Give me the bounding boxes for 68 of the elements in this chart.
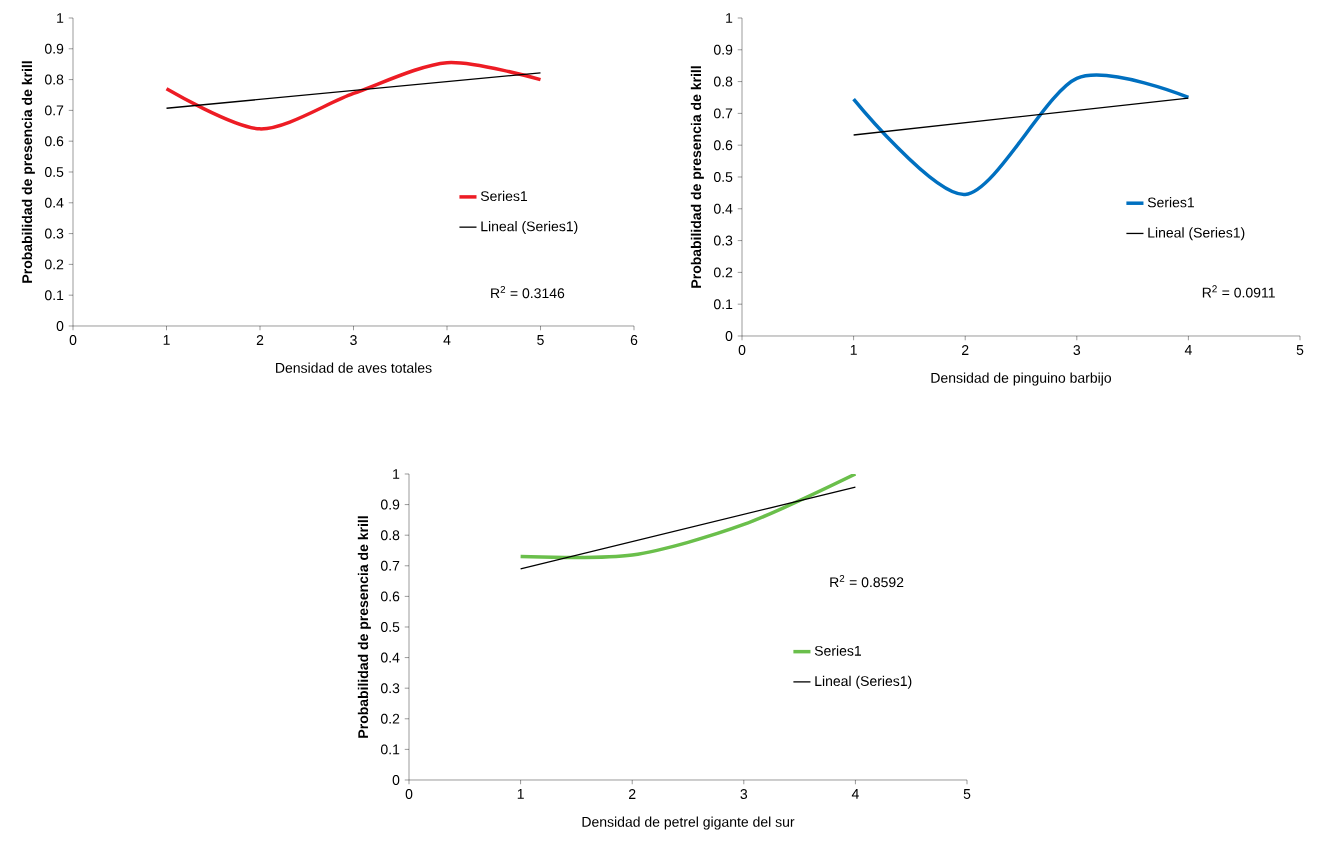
legend-label: Series1: [814, 645, 861, 656]
y-tick-label: 0.5: [713, 172, 733, 182]
y-tick-label: 0.9: [380, 499, 400, 510]
y-tick-label: 0.6: [713, 140, 733, 151]
x-tick-label: 0: [405, 789, 413, 800]
y-tick-label: 1: [57, 13, 64, 23]
x-tick-label: 4: [443, 335, 451, 345]
y-tick-label: 0.8: [380, 530, 400, 541]
x-tick-label: 1: [850, 345, 857, 355]
y-tick-label: 0.3: [713, 235, 733, 246]
x-tick-label: 3: [1073, 345, 1081, 356]
legend-label: Lineal (Series1): [1148, 227, 1245, 241]
y-tick-label: 0.6: [380, 591, 400, 602]
x-tick-label: 0: [738, 345, 746, 356]
y-tick-label: 0.8: [44, 74, 64, 85]
y-tick-label: 0.5: [44, 167, 64, 177]
annotation: R$^{2}$ = 0.0911: [1202, 285, 1275, 298]
x-tick-label: 4: [1184, 345, 1192, 355]
annotation: R$^{2}$ = 0.3146: [491, 286, 565, 299]
x-tick-label: 3: [350, 335, 357, 346]
y-tick-label: 0.2: [380, 713, 400, 724]
legend-label: Lineal (Series1): [481, 221, 578, 235]
legend-label: Lineal (Series1): [815, 675, 912, 689]
y-tick-label: 1: [393, 469, 400, 479]
x-tick-label: 3: [740, 789, 748, 800]
y-tick-label: 0.2: [713, 267, 733, 278]
legend-label: Series1: [480, 190, 528, 202]
x-tick-label: 0: [69, 335, 77, 346]
y-tick-label: 0.7: [713, 108, 733, 119]
x-tick-label: 2: [629, 789, 636, 799]
y-tick-label: 0.4: [44, 197, 64, 208]
legend-label: Series1: [1147, 197, 1194, 208]
line-series: [164, 60, 543, 131]
x-axis-title: Densidad de petrel gigante del sur: [582, 816, 795, 830]
y-tick-label: 0.4: [380, 652, 400, 663]
x-axis-title: Densidad de aves totales: [276, 362, 432, 373]
y-tick-label: 0.7: [44, 105, 64, 116]
y-tick-label: 1: [726, 13, 733, 23]
y-tick-label: 0: [56, 321, 64, 331]
y-tick-label: 0.5: [380, 622, 400, 632]
y-tick-label: 0.6: [44, 136, 64, 147]
y-tick-label: 0.3: [44, 228, 64, 239]
y-tick-label: 0: [392, 775, 400, 785]
y-tick-label: 0.8: [713, 76, 733, 87]
x-tick-label: 6: [630, 335, 638, 346]
x-tick-label: 5: [537, 335, 544, 345]
x-tick-label: 2: [962, 345, 969, 355]
x-tick-label: 1: [517, 789, 524, 799]
y-axis-title: Probabilidad de presencia de krill: [357, 516, 371, 738]
y-tick-label: 0.1: [713, 299, 733, 310]
y-tick-label: 0.2: [44, 259, 64, 270]
y-tick-label: 0.1: [44, 290, 64, 301]
x-tick-label: 5: [1296, 345, 1304, 355]
y-tick-label: 0.7: [380, 560, 400, 571]
x-axis-title: Densidad de pinguino barbijo: [931, 372, 1112, 386]
x-tick-label: 2: [256, 335, 264, 345]
x-tick-label: 4: [851, 789, 859, 799]
y-axis-title: Probabilidad de presencia de krill: [21, 61, 35, 283]
y-tick-label: 0.1: [380, 744, 400, 755]
y-tick-label: 0.9: [44, 43, 64, 54]
y-tick-label: 0.4: [713, 203, 733, 214]
x-tick-label: 5: [963, 789, 971, 799]
y-axis-title: Probabilidad de presencia de krill: [690, 66, 704, 288]
y-tick-label: 0.9: [713, 44, 733, 55]
annotation: R$^{2}$ = 0.8592: [830, 574, 904, 588]
y-tick-label: 0.3: [380, 683, 400, 694]
line-series: [518, 473, 858, 560]
x-tick-label: 1: [163, 335, 170, 345]
